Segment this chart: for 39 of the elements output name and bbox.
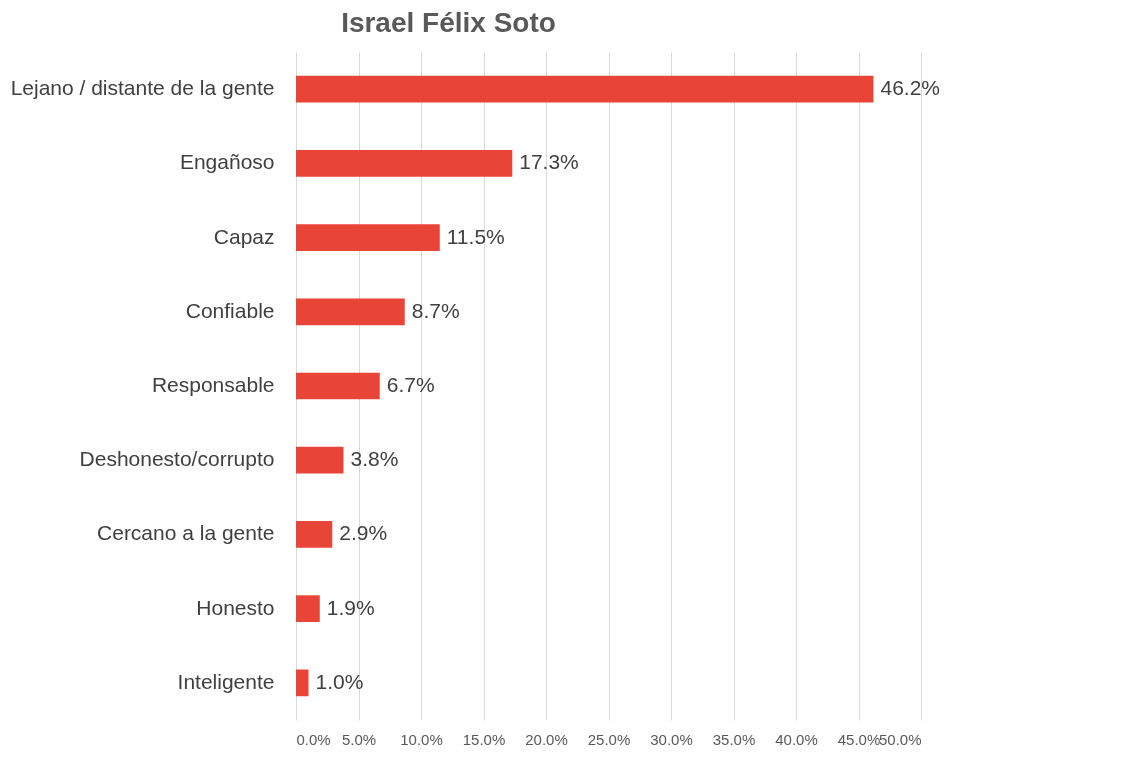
x-tick-label: 50.0% (878, 730, 922, 748)
x-tick-label: 45.0% (837, 730, 881, 748)
data-label: 46.2% (880, 76, 941, 100)
y-tick-label: Capaz (213, 224, 275, 248)
y-tick-label: Deshonesto/corrupto (79, 447, 275, 471)
x-tick-label: 25.0% (587, 730, 631, 748)
y-tick-label: Responsable (151, 373, 275, 396)
data-label: 3.8% (350, 447, 399, 471)
chart-title: Israel Félix Soto (341, 7, 556, 38)
bar (296, 669, 309, 697)
x-tick-label: 40.0% (775, 730, 818, 748)
bar (296, 521, 333, 548)
y-tick-label: Inteligente (177, 669, 275, 693)
x-tick-label: 35.0% (712, 730, 756, 748)
bar (296, 446, 344, 474)
data-label: 1.9% (326, 595, 375, 619)
data-label: 2.9% (339, 521, 388, 545)
x-tick-label: 5.0% (341, 730, 377, 748)
data-label: 6.7% (386, 373, 435, 396)
bar (296, 372, 380, 400)
y-tick-label: Engañoso (179, 150, 275, 174)
y-tick-label: Confiable (185, 298, 275, 322)
bar (296, 595, 320, 623)
data-label: 8.7% (411, 298, 460, 322)
x-tick-label: 30.0% (650, 730, 693, 748)
bar (296, 75, 874, 103)
data-label: 17.3% (519, 150, 579, 174)
bar (296, 298, 405, 326)
x-tick-label: 10.0% (400, 730, 443, 748)
y-tick-label: Honesto (196, 595, 275, 619)
bar (296, 224, 440, 251)
y-tick-label: Cercano a la gente (97, 521, 275, 545)
x-tick-label: 15.0% (462, 730, 506, 748)
bar (296, 149, 513, 177)
y-tick-label: Lejano / distante de la gente (10, 76, 275, 100)
data-label: 1.0% (315, 669, 364, 693)
x-tick-label: 20.0% (525, 730, 568, 748)
data-label: 11.5% (446, 224, 505, 248)
x-tick-label: 0.0% (296, 730, 331, 748)
